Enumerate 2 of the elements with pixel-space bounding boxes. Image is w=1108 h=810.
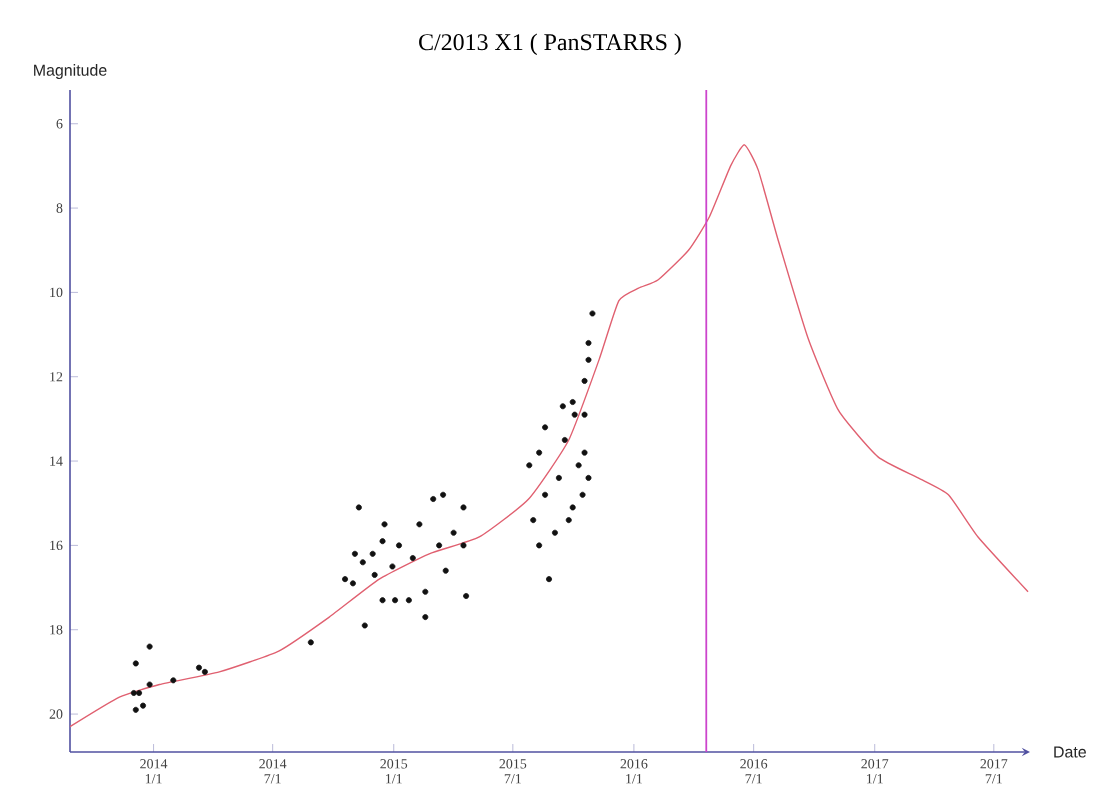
- chart-title: C/2013 X1 ( PanSTARRS ): [419, 33, 681, 56]
- line-series: [69, 144, 1029, 728]
